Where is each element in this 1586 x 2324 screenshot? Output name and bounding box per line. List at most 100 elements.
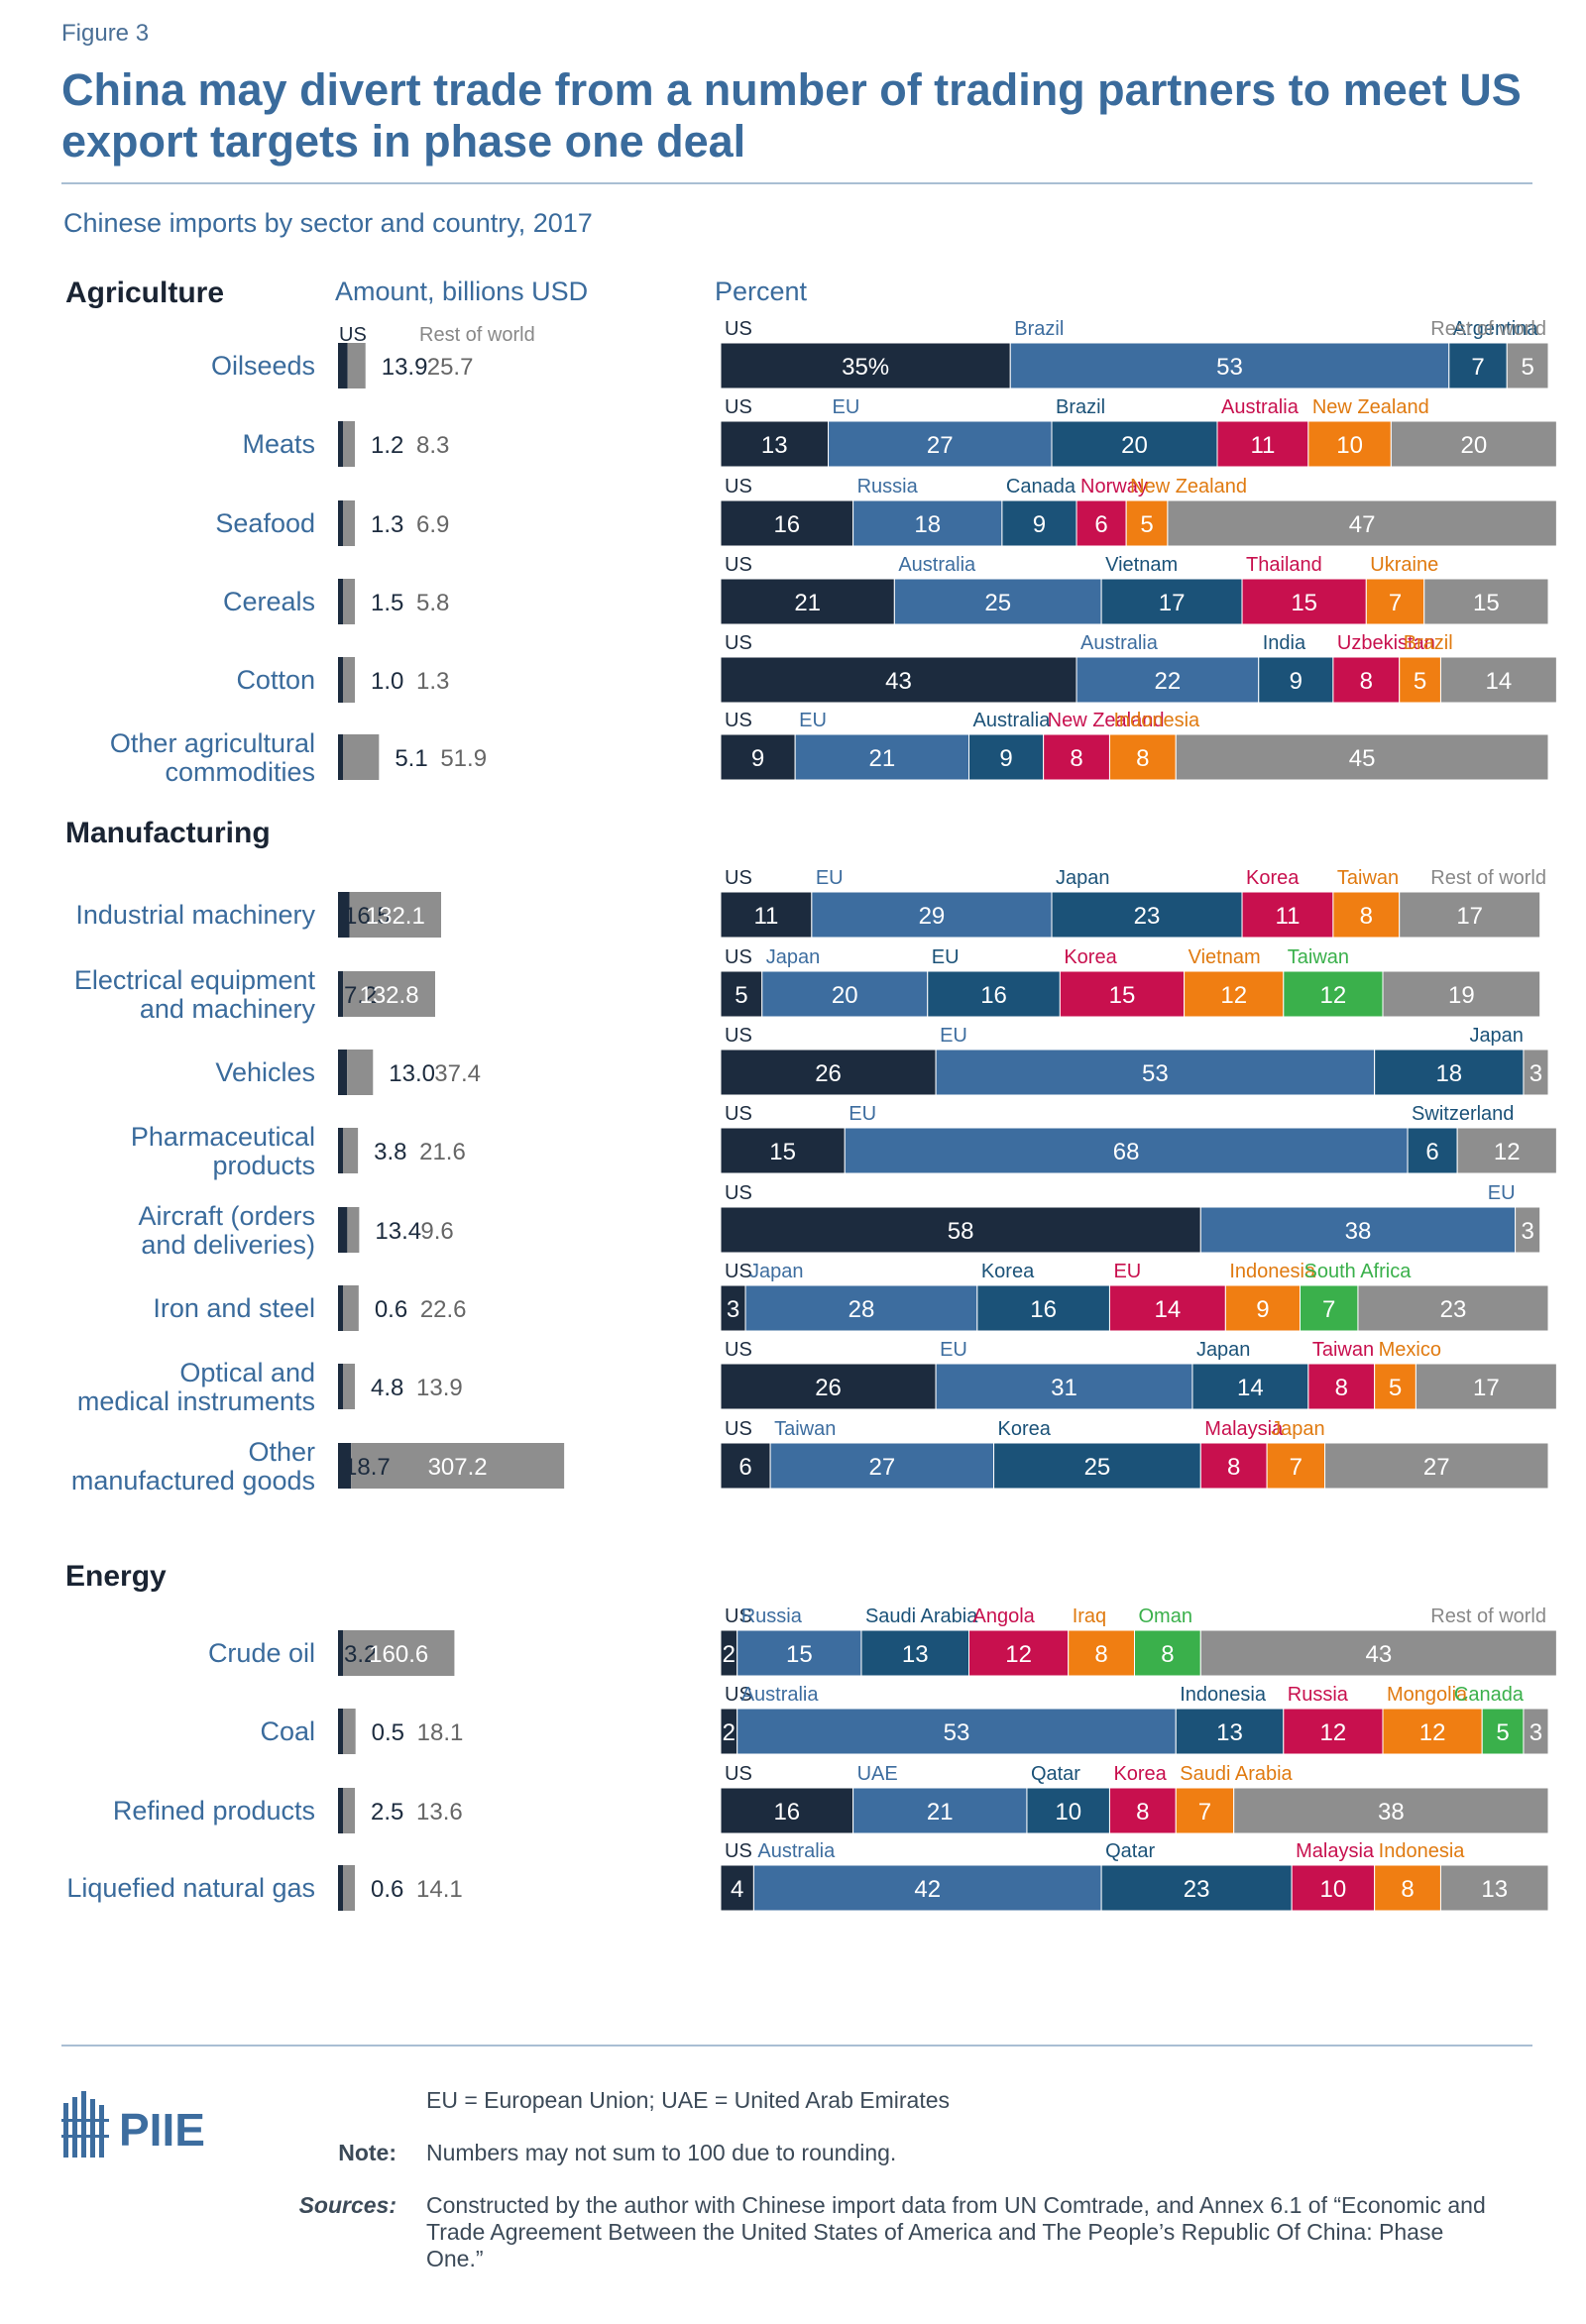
country-label-coal-canada: Canada [1454, 1684, 1525, 1706]
percent-bar-seafood-russia [852, 499, 1003, 547]
percent-bar-seafood-us [720, 499, 854, 547]
country-label-seafood-canada: Canada [1006, 476, 1076, 498]
amount-row-value-oilseeds: 25.7 [427, 354, 474, 381]
amount-bar-us-other-manufactured-goods [338, 1443, 352, 1489]
percent-bar-electrical-equipment-and-machinery-korea [1059, 970, 1186, 1018]
country-label-optical-and-medical-instruments-taiwan: Taiwan [1312, 1339, 1374, 1361]
country-label-aircraft-orders-and-deliveries-eu: EU [1488, 1182, 1516, 1204]
percent-bar-crude-oil-saudi-arabia [860, 1629, 970, 1677]
amount-bar-us-aircraft-orders-and-deliveries [338, 1207, 348, 1253]
percent-bar-cotton-brazil [1399, 656, 1441, 704]
country-label-other-agricultural-commodities-australia: Australia [973, 710, 1052, 731]
percent-bar-industrial-machinery-rest-of-world [1399, 891, 1541, 939]
percent-value-crude-oil-angola: 12 [1005, 1641, 1032, 1668]
percent-value-other-manufactured-goods-malaysia: 8 [1227, 1454, 1240, 1481]
country-label-vehicles-japan: Japan [1469, 1025, 1524, 1047]
country-label-meats-eu: EU [833, 396, 860, 418]
percent-value-aircraft-orders-and-deliveries-eu: 38 [1345, 1218, 1372, 1245]
country-label-industrial-machinery-us: US [725, 867, 752, 889]
percent-bar-crude-oil-rest-of-world [1199, 1629, 1557, 1677]
percent-value-other-agricultural-commodities-eu: 21 [868, 745, 895, 772]
amount-row-value-other-agricultural-commodities: 51.9 [440, 745, 487, 772]
percent-bar-optical-and-medical-instruments-japan [1191, 1363, 1309, 1410]
country-label-industrial-machinery-rest-of-world: Rest of world [1430, 867, 1546, 889]
percent-value-industrial-machinery-rest-of-world: 17 [1456, 903, 1483, 930]
percent-value-electrical-equipment-and-machinery-rest-of-world: 19 [1448, 982, 1475, 1009]
country-label-other-manufactured-goods-taiwan: Taiwan [774, 1418, 836, 1440]
percent-value-industrial-machinery-japan: 23 [1134, 903, 1161, 930]
percent-value-coal-us: 2 [723, 1719, 736, 1746]
percent-bar-other-manufactured-goods-japan [1266, 1442, 1326, 1490]
amount-bar-us-coal [338, 1709, 343, 1754]
amount-us-value-seafood: 1.3 [371, 511, 403, 538]
percent-bar-other-agricultural-commodities-eu [794, 733, 970, 781]
percent-bar-cereals-rest-of-world [1423, 578, 1549, 625]
amount-bar-us-crude-oil [338, 1630, 343, 1676]
percent-value-aircraft-orders-and-deliveries-rest-of-world: 3 [1521, 1218, 1533, 1245]
country-label-crude-oil-us: US [725, 1605, 752, 1627]
amount-bar-row-other-agricultural-commodities [343, 734, 380, 780]
percent-value-other-agricultural-commodities-australia: 9 [999, 745, 1012, 772]
percent-bar-aircraft-orders-and-deliveries-us [720, 1206, 1201, 1254]
percent-value-electrical-equipment-and-machinery-japan: 20 [832, 982, 858, 1009]
amount-row-value-other-manufactured-goods: 307.2 [428, 1454, 488, 1481]
amount-row-value-coal: 18.1 [417, 1719, 464, 1746]
country-label-seafood-new-zealand: New Zealand [1130, 476, 1247, 498]
sources-text: Constructed by the author with Chinese i… [426, 2192, 1486, 2271]
percent-bar-oilseeds-us [720, 342, 1011, 389]
percent-value-other-agricultural-commodities-new-zealand: 8 [1070, 745, 1082, 772]
percent-value-meats-australia: 11 [1250, 432, 1275, 459]
row-label-coal: Coal [260, 1716, 315, 1746]
amount-bar-us-meats [338, 421, 343, 467]
logo-text: PIIE [119, 2104, 205, 2156]
percent-bar-electrical-equipment-and-machinery-us [720, 970, 763, 1018]
row-label-vehicles: Vehicles [215, 1057, 315, 1087]
amount-bar-row-industrial-machinery [349, 892, 442, 938]
percent-value-optical-and-medical-instruments-mexico: 5 [1389, 1375, 1402, 1401]
row-label-crude-oil: Crude oil [208, 1638, 315, 1668]
amount-bar-row-crude-oil [343, 1630, 455, 1676]
amount-us-value-vehicles: 13.0 [389, 1060, 435, 1087]
percent-bar-refined-products-uae [852, 1787, 1028, 1834]
row-label-cotton: Cotton [236, 665, 315, 695]
country-label-industrial-machinery-taiwan: Taiwan [1337, 867, 1399, 889]
percent-value-pharmaceutical-products-switzerland: 6 [1425, 1139, 1438, 1165]
percent-bar-other-agricultural-commodities-new-zealand [1043, 733, 1110, 781]
amount-bar-row-aircraft-orders-and-deliveries [347, 1207, 360, 1253]
amount-bar-us-liquefied-natural-gas [338, 1865, 343, 1911]
percent-bar-cereals-ukraine [1365, 578, 1425, 625]
percent-value-optical-and-medical-instruments-taiwan: 8 [1335, 1375, 1348, 1401]
percent-value-cotton-rest-of-world: 14 [1486, 668, 1513, 695]
percent-bar-electrical-equipment-and-machinery-rest-of-world [1382, 970, 1541, 1018]
amount-bar-row-vehicles [347, 1050, 374, 1095]
note-text: Numbers may not sum to 100 due to roundi… [426, 2140, 897, 2165]
amount-row-value-refined-products: 13.6 [416, 1799, 463, 1826]
country-label-seafood-norway: Norway [1080, 476, 1148, 498]
percent-value-cotton-us: 43 [885, 668, 912, 695]
percent-value-electrical-equipment-and-machinery-eu: 16 [980, 982, 1007, 1009]
percent-bar-other-manufactured-goods-rest-of-world [1324, 1442, 1549, 1490]
percent-bar-coal-australia [736, 1708, 1177, 1755]
percent-value-electrical-equipment-and-machinery-korea: 15 [1109, 982, 1136, 1009]
row-label-oilseeds: Oilseeds [211, 351, 315, 381]
percent-bar-coal-indonesia [1175, 1708, 1285, 1755]
percent-bar-seafood-canada [1001, 499, 1077, 547]
country-label-iron-and-steel-japan: Japan [749, 1261, 804, 1282]
percent-value-coal-rest-of-world: 3 [1529, 1719, 1542, 1746]
country-label-optical-and-medical-instruments-mexico: Mexico [1379, 1339, 1441, 1361]
percent-bar-vehicles-rest-of-world [1523, 1049, 1549, 1096]
percent-bar-oilseeds-rest-of-world [1506, 342, 1549, 389]
amount-bar-us-other-agricultural-commodities [338, 734, 343, 780]
country-label-oilseeds-us: US [725, 318, 752, 340]
country-label-other-agricultural-commodities-new-zealand: New Zealand [1048, 710, 1165, 731]
amount-bar-us-electrical-equipment-and-machinery [338, 971, 344, 1017]
amount-bar-row-cereals [343, 579, 355, 624]
percent-value-seafood-russia: 18 [914, 511, 941, 538]
percent-value-cereals-australia: 25 [984, 590, 1011, 616]
country-label-cotton-australia: Australia [1080, 632, 1159, 654]
percent-value-vehicles-us: 26 [815, 1060, 842, 1087]
country-label-iron-and-steel-south-africa: South Africa [1304, 1261, 1413, 1282]
percent-value-other-agricultural-commodities-rest-of-world: 45 [1349, 745, 1376, 772]
amount-us-value-liquefied-natural-gas: 0.6 [371, 1876, 403, 1903]
percent-value-industrial-machinery-korea: 11 [1276, 903, 1301, 930]
